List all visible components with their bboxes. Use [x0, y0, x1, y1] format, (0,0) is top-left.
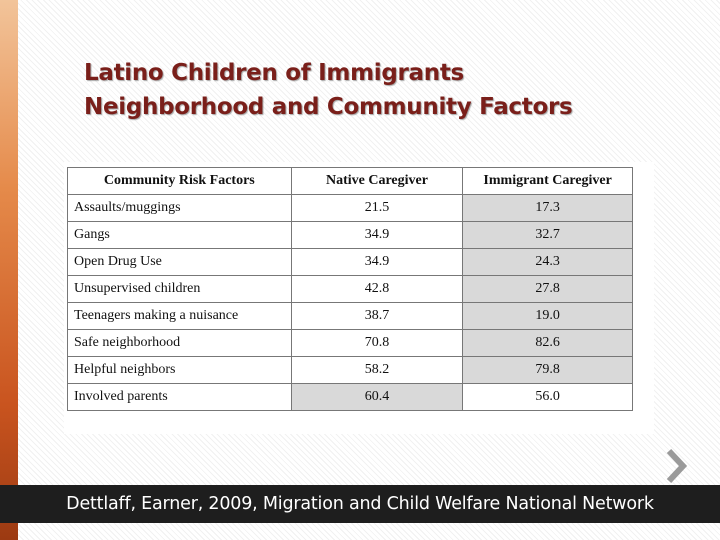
table-header-row: Community Risk Factors Native Caregiver …: [67, 167, 633, 195]
immigrant-value-cell: 32.7: [462, 221, 633, 249]
community-risk-table: Community Risk Factors Native Caregiver …: [67, 167, 633, 411]
immigrant-value-cell: 82.6: [462, 329, 633, 357]
native-value-cell: 34.9: [290, 248, 464, 276]
immigrant-value-cell: 17.3: [462, 194, 633, 222]
header-community-risk-factors: Community Risk Factors: [67, 167, 292, 195]
table-row: Gangs 34.9 32.7: [67, 221, 633, 249]
native-value-cell: 21.5: [290, 194, 464, 222]
immigrant-value-cell: 27.8: [462, 275, 633, 303]
immigrant-value-cell: 79.8: [462, 356, 633, 384]
immigrant-value-cell: 56.0: [462, 383, 633, 411]
native-value-cell: 58.2: [290, 356, 464, 384]
table-row: Assaults/muggings 21.5 17.3: [67, 194, 633, 222]
citation-footer: Dettlaff, Earner, 2009, Migration and Ch…: [0, 485, 720, 523]
factor-cell: Unsupervised children: [67, 275, 292, 303]
factor-cell: Helpful neighbors: [67, 356, 292, 384]
table-row: Safe neighborhood 70.8 82.6: [67, 329, 633, 357]
native-value-cell: 38.7: [290, 302, 464, 330]
native-value-cell: 34.9: [290, 221, 464, 249]
table-row: Helpful neighbors 58.2 79.8: [67, 356, 633, 384]
factor-cell: Assaults/muggings: [67, 194, 292, 222]
factor-cell: Teenagers making a nuisance: [67, 302, 292, 330]
header-immigrant-caregiver: Immigrant Caregiver: [462, 167, 633, 195]
factor-cell: Involved parents: [67, 383, 292, 411]
table-row: Teenagers making a nuisance 38.7 19.0: [67, 302, 633, 330]
native-value-cell: 70.8: [290, 329, 464, 357]
title-line-1: Latino Children of Immigrants: [84, 60, 464, 86]
title-line-2: Neighborhood and Community Factors: [84, 94, 573, 120]
table-container: Community Risk Factors Native Caregiver …: [64, 162, 654, 434]
chevron-right-icon[interactable]: [664, 448, 688, 484]
factor-cell: Gangs: [67, 221, 292, 249]
native-value-cell: 60.4: [290, 383, 464, 411]
header-native-caregiver: Native Caregiver: [290, 167, 464, 195]
immigrant-value-cell: 19.0: [462, 302, 633, 330]
table-row: Unsupervised children 42.8 27.8: [67, 275, 633, 303]
factor-cell: Safe neighborhood: [67, 329, 292, 357]
table-row: Involved parents 60.4 56.0: [67, 383, 633, 411]
native-value-cell: 42.8: [290, 275, 464, 303]
table-row: Open Drug Use 34.9 24.3: [67, 248, 633, 276]
factor-cell: Open Drug Use: [67, 248, 292, 276]
left-accent-bar: [0, 0, 18, 540]
immigrant-value-cell: 24.3: [462, 248, 633, 276]
slide-title: Latino Children of Immigrants Neighborho…: [84, 56, 684, 124]
